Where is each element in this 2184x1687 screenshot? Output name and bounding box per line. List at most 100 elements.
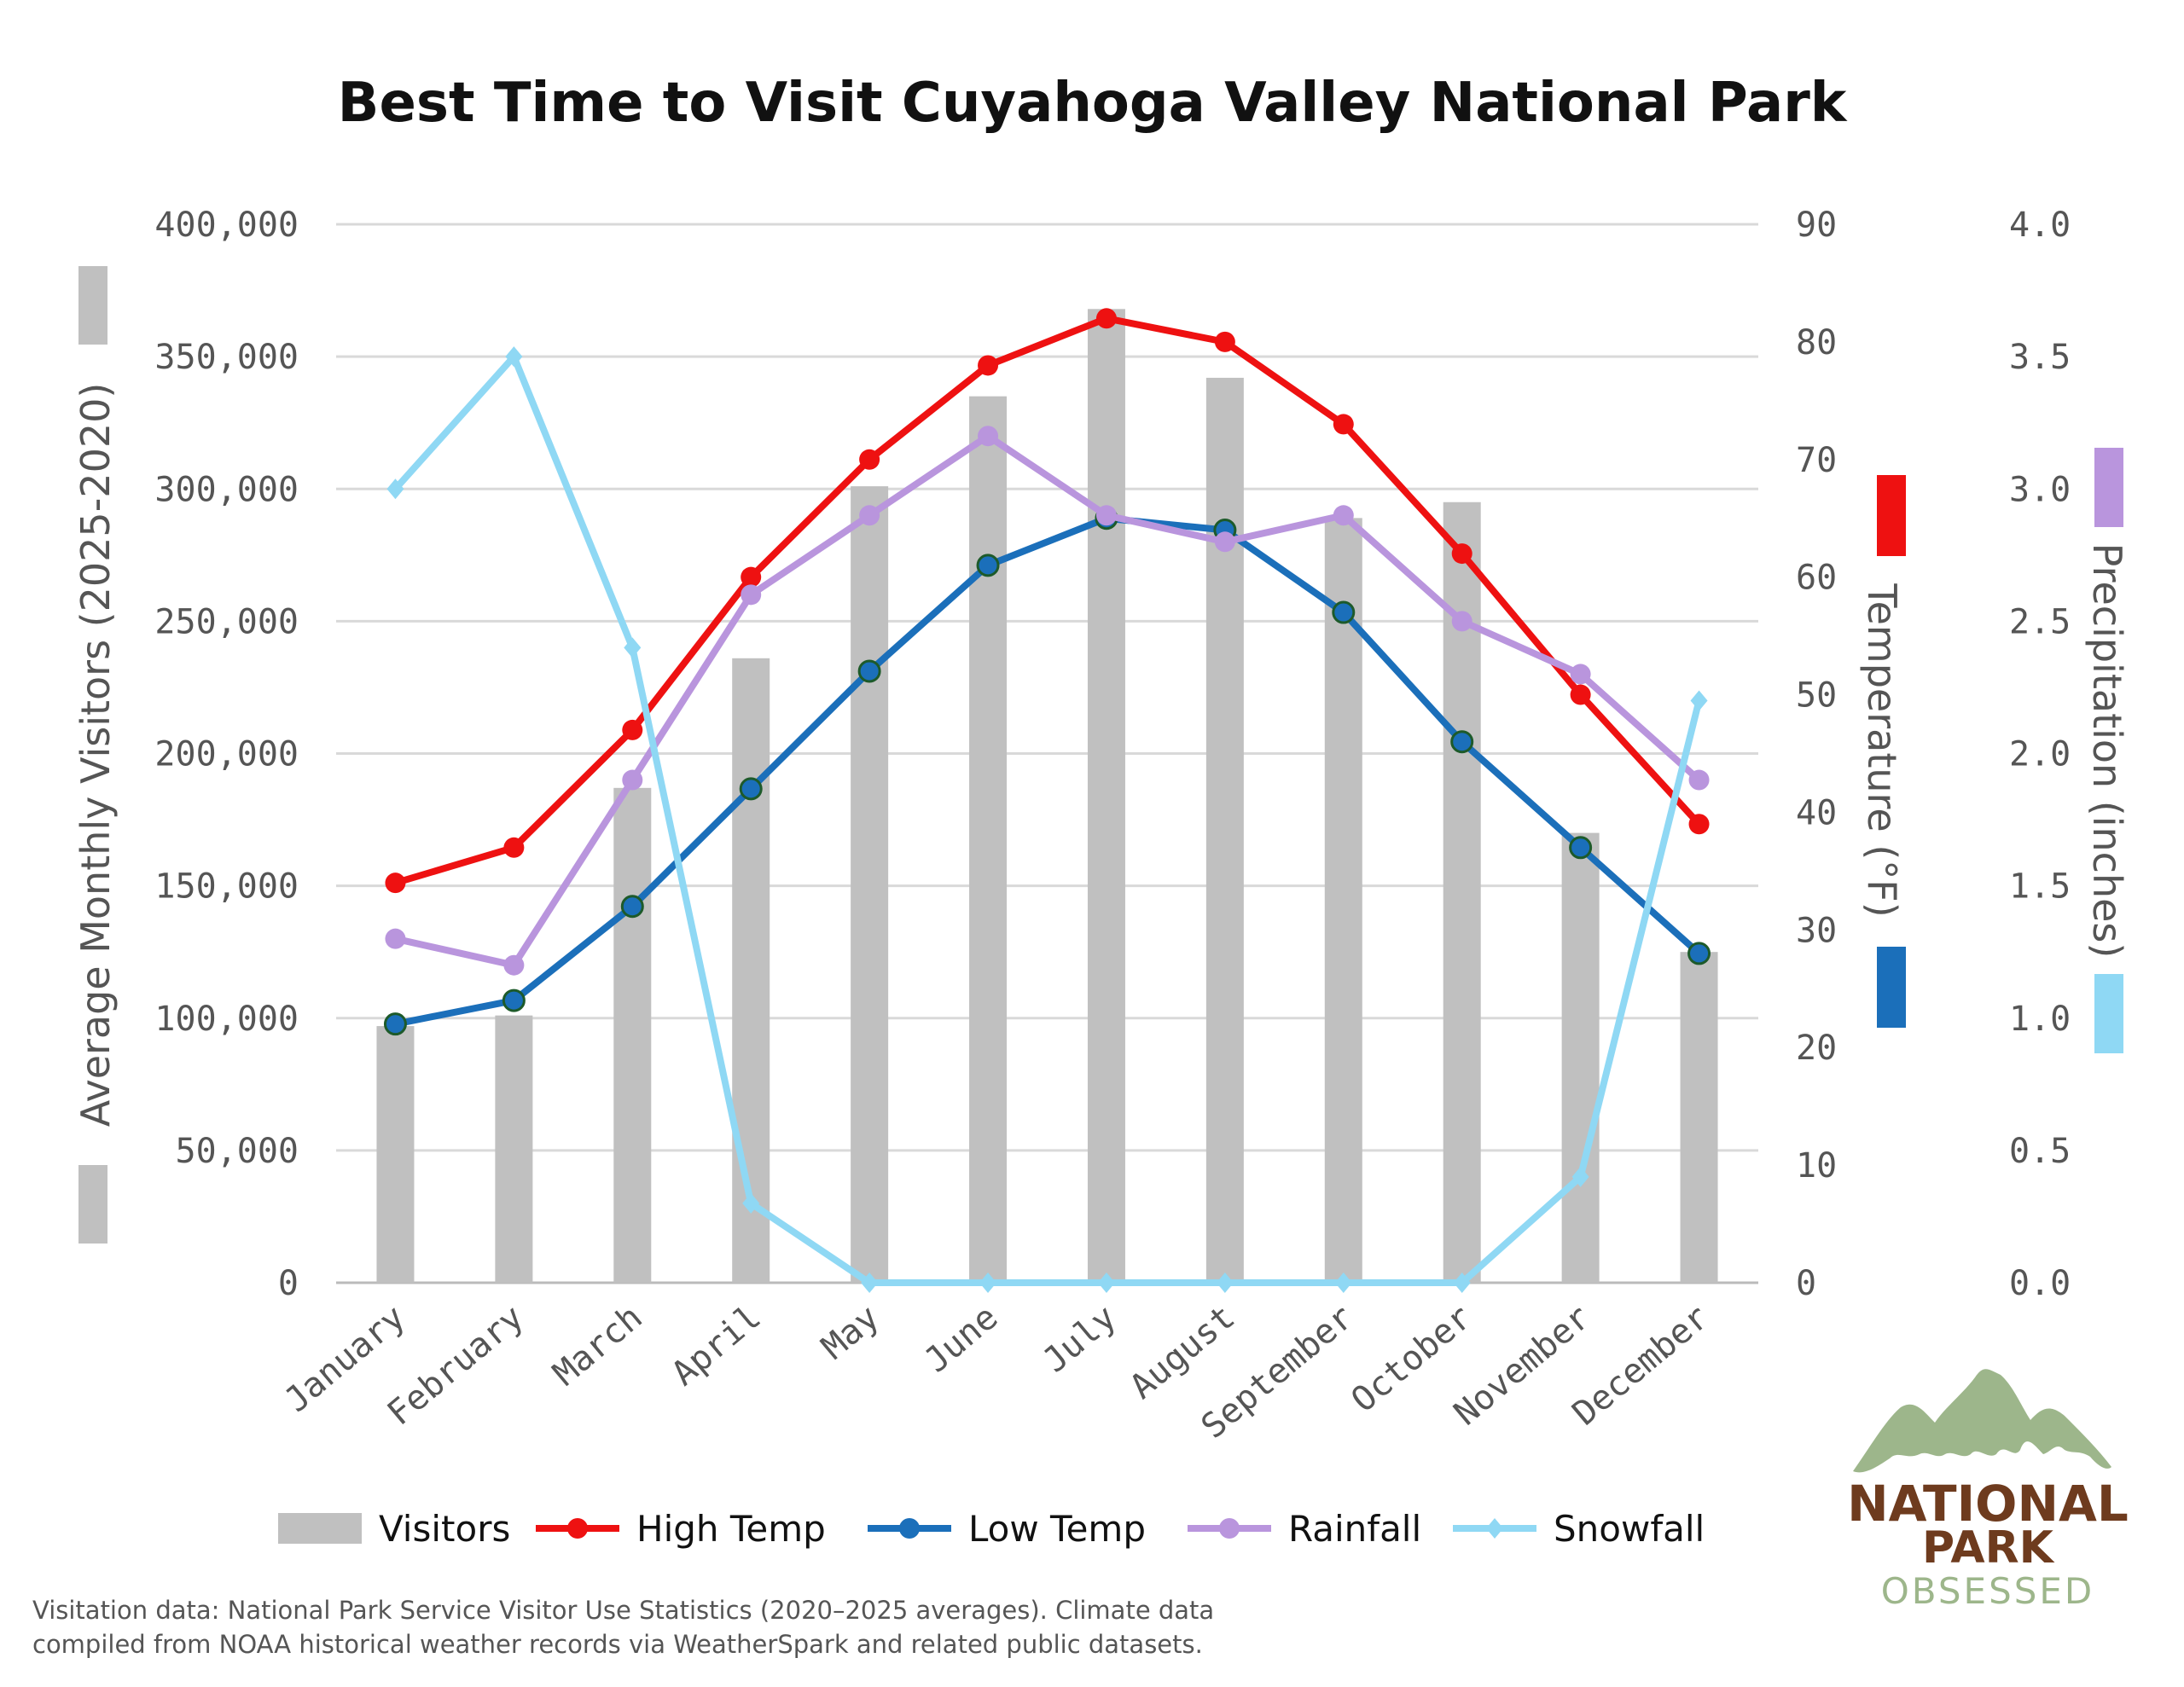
series-lines [383, 308, 1711, 1293]
left-tick-label: 200,000 [154, 735, 299, 774]
precip-tick-label: 1.0 [2009, 1000, 2071, 1039]
left-tick-label: 400,000 [154, 206, 299, 245]
snowfall-point [1334, 1272, 1352, 1293]
logo-text-park: PARK [1922, 1522, 2055, 1574]
snowfall-point [861, 1272, 879, 1293]
high-temp-point [503, 837, 525, 858]
left-tick-label: 350,000 [154, 338, 299, 377]
high-temp-point [1333, 414, 1354, 435]
high-temp-point [1688, 814, 1710, 835]
temp-tick-label: 20 [1796, 1029, 1837, 1068]
left-tick-label: 50,000 [176, 1132, 299, 1171]
left-axis-label: Average Monthly Visitors (2025-2020) [73, 383, 119, 1128]
temp-tick-label: 90 [1796, 206, 1837, 245]
x-tick-label: May [815, 1297, 887, 1367]
rainfall-point [1095, 505, 1117, 526]
visitor-bar [1561, 832, 1600, 1283]
footnote: Visitation data: National Park Service V… [32, 1593, 1214, 1661]
x-tick-label: April [665, 1297, 769, 1394]
snowfall-point [386, 478, 404, 500]
rainfall-point [1570, 664, 1591, 685]
logo-mountain [1853, 1369, 2111, 1473]
snowfall-point [1690, 690, 1708, 711]
visitor-bars [376, 309, 1718, 1284]
legend-label-snowfall: Snowfall [1554, 1508, 1705, 1550]
temp-axis-swatch-low [1877, 947, 1906, 1028]
snowfall-point [624, 637, 642, 658]
visitor-bar [969, 396, 1008, 1284]
snowfall-point [1097, 1272, 1115, 1293]
left-axis-title: Average Monthly Visitors (2025-2020) [73, 266, 119, 1244]
x-tick-label: June [917, 1297, 1005, 1380]
visitor-bar [851, 486, 889, 1283]
left-tick-label: 100,000 [154, 1000, 299, 1039]
low-temp-point [976, 554, 1000, 577]
snowfall-point [1571, 1166, 1589, 1187]
visitor-bar [1324, 518, 1362, 1283]
temp-tick-label: 80 [1796, 323, 1837, 362]
rainfall-point [1214, 531, 1235, 553]
precip-tick-label: 0.0 [2009, 1264, 2071, 1303]
legend-label-rainfall: Rainfall [1288, 1508, 1421, 1550]
left-tick-label: 250,000 [154, 602, 299, 641]
precip-axis-swatch-rain [2094, 448, 2123, 527]
precip-tick-label: 2.0 [2009, 735, 2071, 774]
low-temp-point [739, 777, 763, 801]
visitor-bar [1443, 501, 1481, 1283]
left-axis-swatch-bottom [78, 1165, 107, 1244]
visitor-bar [613, 787, 652, 1283]
precip-axis-title: Precipitation (inches) [2084, 448, 2130, 1053]
precip-axis-swatch-snow [2094, 974, 2123, 1053]
left-tick-label: 300,000 [154, 470, 299, 509]
snowfall-line [392, 353, 1703, 1286]
logo-text-obsessed: OBSESSED [1881, 1570, 2095, 1612]
temp-tick-label: 70 [1796, 441, 1837, 480]
precip-tick-label: 1.5 [2009, 867, 2071, 907]
temp-tick-label: 10 [1796, 1146, 1837, 1186]
high-temp-point [385, 872, 406, 894]
rainfall-point [859, 505, 880, 526]
temp-axis-swatch-high [1877, 475, 1906, 556]
visitor-bar [1205, 377, 1244, 1283]
high-temp-point [1214, 331, 1235, 352]
temp-tick-label: 60 [1796, 559, 1837, 598]
x-tick-label: March [546, 1297, 650, 1394]
low-temp-point [502, 988, 526, 1012]
temp-tick-label: 40 [1796, 793, 1837, 832]
high-temp-point [859, 449, 880, 470]
left-axis-swatch-top [78, 266, 107, 345]
precip-tick-label: 4.0 [2009, 206, 2071, 245]
low-temp-line [394, 514, 1702, 1028]
low-temp-point [1450, 730, 1474, 754]
visitor-bar [1087, 309, 1125, 1283]
high-temp-line [394, 315, 1702, 887]
footnote-line-1: Visitation data: National Park Service V… [32, 1596, 1215, 1625]
precip-axis-label: Precipitation (inches) [2084, 543, 2130, 959]
logo-text-national: NATIONAL [1847, 1475, 2129, 1533]
high-temp-point [622, 719, 643, 740]
rainfall-point [503, 954, 525, 976]
legend-swatch-visitors [278, 1513, 362, 1544]
snowfall-point [505, 346, 523, 368]
footnote-line-2: compiled from NOAA historical weather re… [32, 1630, 1203, 1659]
rainfall-point [1333, 505, 1354, 526]
legend-label-high-temp: High Temp [636, 1508, 826, 1550]
temp-tick-label: 50 [1796, 676, 1837, 716]
legend-marker-high-temp [567, 1518, 588, 1539]
legend-label-visitors: Visitors [379, 1508, 510, 1550]
snowfall-point [1216, 1272, 1234, 1293]
high-temp-point [978, 355, 999, 376]
high-temp-point [1570, 684, 1591, 705]
snowfall-point [979, 1272, 997, 1293]
visitor-bar [1680, 952, 1718, 1283]
low-temp-point [857, 659, 881, 683]
high-temp-point [741, 566, 762, 588]
low-temp-point [1687, 942, 1711, 965]
snowfall-point [1453, 1272, 1471, 1293]
precip-tick-label: 3.5 [2009, 338, 2071, 377]
legend-marker-snowfall [1486, 1518, 1503, 1539]
rainfall-point [385, 928, 406, 949]
rainfall-point [1451, 611, 1472, 632]
high-temp-point [1451, 543, 1472, 565]
